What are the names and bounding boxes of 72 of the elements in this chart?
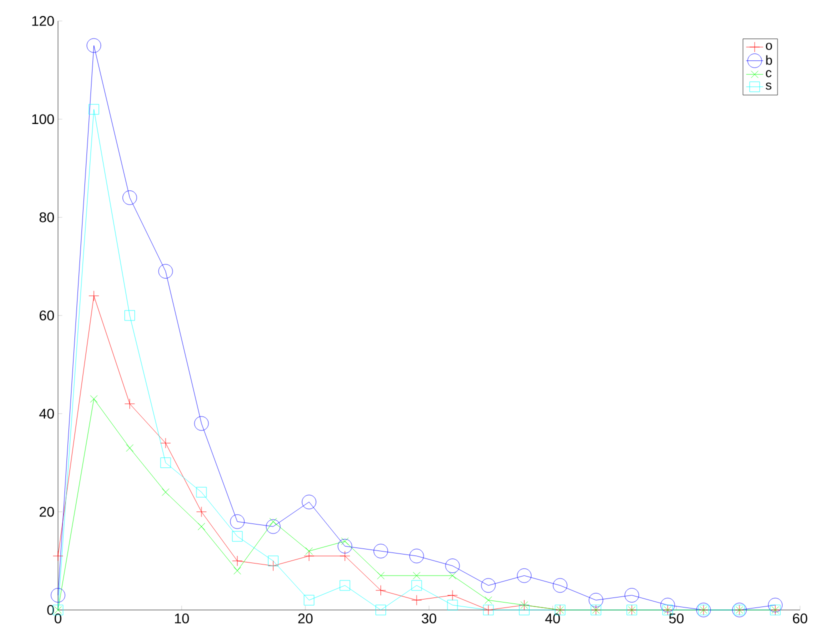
point — [376, 604, 386, 616]
point — [340, 550, 350, 562]
x-tick-label: 50 — [669, 613, 684, 624]
y-tick-label: 0 — [47, 605, 54, 615]
point — [160, 458, 171, 468]
y-tick-label: 80 — [40, 212, 54, 222]
point — [122, 190, 137, 205]
point — [86, 38, 102, 53]
point — [376, 585, 386, 596]
point — [230, 514, 245, 529]
point — [768, 598, 782, 612]
y-tick-label: 60 — [40, 310, 54, 320]
legend-label: c — [766, 70, 772, 78]
point — [374, 544, 388, 558]
point — [341, 538, 349, 546]
point — [409, 548, 424, 564]
point — [90, 395, 98, 403]
point — [232, 531, 243, 542]
point — [52, 550, 64, 562]
x-tick-label: 20 — [298, 613, 313, 624]
y-tick-label: 20 — [40, 506, 54, 517]
legend-label: o — [766, 42, 772, 50]
point — [588, 592, 604, 608]
point — [124, 310, 135, 321]
point — [660, 598, 675, 612]
legend-label: b — [766, 55, 772, 65]
point — [377, 572, 385, 580]
point — [269, 518, 277, 526]
point — [88, 290, 100, 302]
point — [411, 580, 422, 591]
x-tick-label: 0 — [54, 613, 62, 624]
point — [552, 578, 568, 593]
point — [196, 486, 207, 498]
point — [338, 538, 352, 554]
point — [162, 488, 170, 496]
point — [88, 104, 100, 115]
point — [340, 580, 350, 591]
point — [447, 600, 458, 610]
x-tick-label: 40 — [545, 613, 560, 624]
point — [234, 566, 242, 574]
x-tick-label: 10 — [174, 613, 189, 624]
point — [624, 588, 640, 602]
point — [198, 522, 206, 530]
x-tick-label: 30 — [422, 613, 436, 624]
point — [124, 398, 135, 410]
point — [196, 506, 207, 518]
point — [194, 416, 209, 431]
point — [266, 519, 280, 534]
y-tick-label: 100 — [32, 114, 54, 124]
point — [448, 572, 456, 580]
legend-label: s — [766, 82, 772, 90]
point — [445, 558, 460, 574]
point — [232, 556, 243, 566]
point — [126, 444, 134, 452]
point — [158, 264, 173, 279]
point — [484, 596, 492, 604]
x-tick-label: 60 — [792, 613, 808, 624]
point — [519, 604, 530, 616]
point — [302, 494, 316, 510]
y-tick-label: 120 — [32, 16, 54, 26]
point — [160, 438, 171, 448]
point — [412, 572, 420, 580]
point — [50, 588, 66, 602]
y-tick-label: 40 — [39, 408, 54, 419]
point — [411, 594, 422, 606]
point — [447, 590, 458, 600]
point — [517, 568, 532, 583]
point — [304, 594, 314, 606]
point — [304, 550, 314, 562]
point — [305, 547, 313, 555]
point — [481, 578, 496, 593]
point — [268, 556, 278, 566]
